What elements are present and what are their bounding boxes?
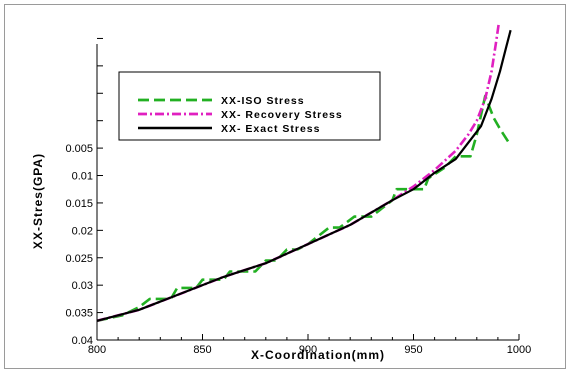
x-ticks: 800 850 900 950 1000 — [88, 334, 531, 356]
y-tick-label: 0.015 — [65, 198, 93, 210]
y-ticks: 0.005 0.01 0.015 0.02 0.025 0.03 0.035 0.04 — [65, 37, 103, 347]
plot-area — [97, 22, 519, 340]
y-tick-label: 0.03 — [72, 280, 93, 292]
legend-label-1: XX- Recovery Stress — [221, 109, 343, 121]
x-axis-title: X-Coordination(mm) — [251, 348, 385, 362]
x-tick-label: 850 — [193, 344, 211, 356]
legend: XX-ISO Stress XX- Recovery Stress XX- Exac… — [118, 71, 381, 141]
x-tick-label: 950 — [404, 344, 422, 356]
series-line-2 — [96, 29, 512, 322]
x-tick-label: 900 — [299, 344, 317, 356]
x-tick-label: 1000 — [507, 344, 531, 356]
y-tick-label: 0.025 — [65, 253, 93, 265]
series-line-0 — [96, 94, 512, 323]
chart-frame — [4, 4, 566, 369]
y-axis-title: XX-Stres(GPA) — [31, 153, 45, 249]
legend-label-0: XX-ISO Stress — [221, 95, 305, 107]
x-tick-label: 800 — [88, 344, 106, 356]
y-tick-label: 0.02 — [72, 225, 93, 237]
y-tick-label: 0.005 — [65, 143, 93, 155]
y-tick-label: 0.04 — [72, 335, 93, 347]
y-tick-label: 0.035 — [65, 308, 93, 320]
legend-label-2: XX- Exact Stress — [221, 123, 320, 135]
y-tick-label: 0.01 — [72, 171, 93, 183]
series-layer — [96, 21, 512, 323]
